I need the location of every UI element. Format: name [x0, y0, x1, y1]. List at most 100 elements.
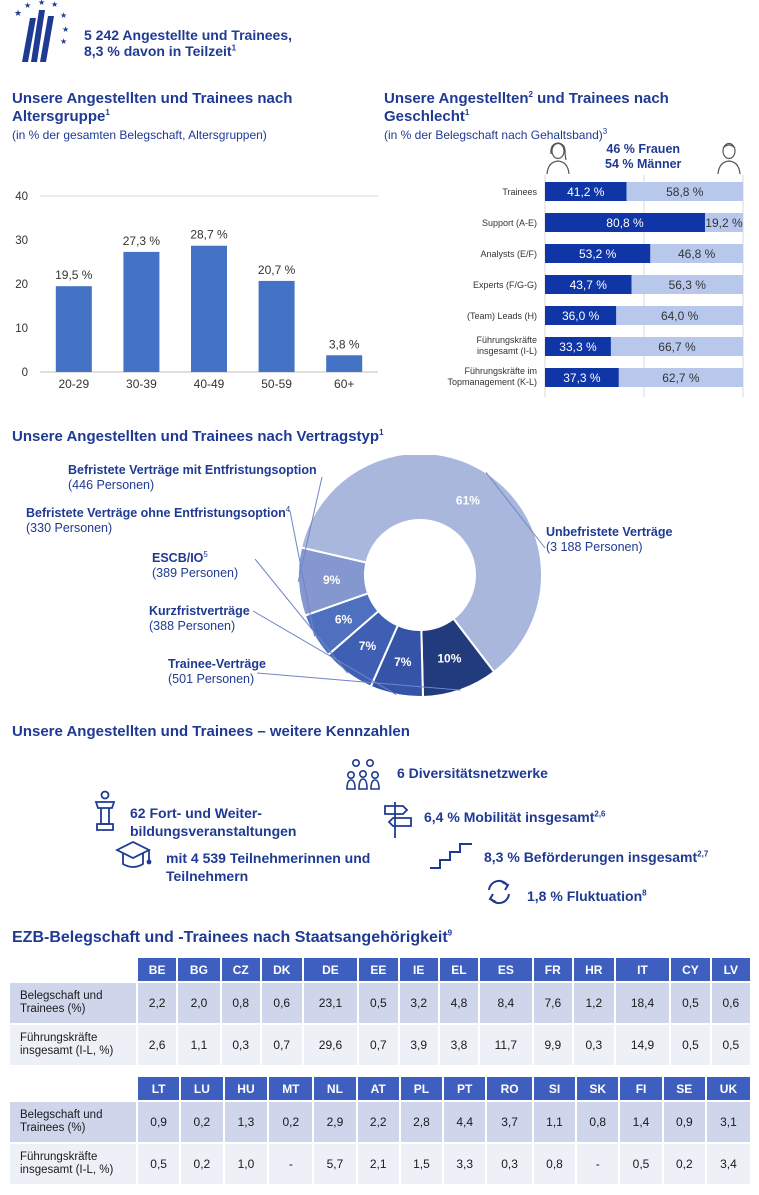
mgmt-value-cell: 0,3: [221, 1025, 260, 1065]
age-title-text: Unsere Angestellten und Trainees nach Al…: [12, 90, 293, 125]
row-label-staff: Belegschaft und Trainees (%): [10, 1102, 136, 1142]
contract-title: Unsere Angestellten und Trainees nach Ve…: [12, 428, 384, 446]
headline: 5 242 Angestellte und Trainees, 8,3 % da…: [84, 27, 292, 59]
gender-title-a: Unsere Angestellten: [384, 90, 529, 107]
salary-band-label: (Team) Leads (H): [467, 311, 537, 321]
staff-value-cell: 0,8: [221, 983, 260, 1023]
trophy-icon: [92, 790, 118, 837]
age-subtitle: (in % der gesamten Belegschaft, Altersgr…: [12, 128, 267, 142]
pie-label-trainee-detail: (501 Personen): [168, 672, 255, 686]
man-icon: [716, 140, 742, 179]
mgmt-value-cell: 3,3: [444, 1144, 486, 1184]
staff-value-cell: 0,5: [671, 983, 710, 1023]
donut-pct-label: 61%: [456, 494, 480, 508]
staff-value-cell: 0,2: [181, 1102, 223, 1142]
age-bar: [191, 245, 227, 372]
women-bar: [545, 213, 705, 232]
gender-subtitle-text: (in % der Belegschaft nach Gehaltsband): [384, 128, 603, 142]
country-header: FR: [533, 958, 572, 981]
mgmt-value-cell: 2,1: [357, 1144, 399, 1184]
leader-line: [252, 610, 397, 696]
gender-subtitle-sup: 3: [602, 127, 608, 136]
men-share: 54 % Männer: [605, 157, 682, 171]
salary-band-label: Führungskräfte: [476, 335, 537, 345]
men-bar: [650, 244, 743, 263]
men-bar: [610, 337, 743, 356]
salary-band-label: Support (A-E): [482, 218, 537, 228]
country-header: BE: [138, 958, 177, 981]
staff-value-cell: 0,6: [261, 983, 302, 1023]
corner-cell: [10, 958, 136, 981]
women-bar: [545, 337, 611, 356]
staff-value-cell: 2,2: [138, 983, 177, 1023]
women-bar: [545, 368, 619, 387]
age-category-label: 30-39: [126, 377, 157, 391]
donut-pct-label: 10%: [437, 651, 461, 665]
country-header: IE: [399, 958, 438, 981]
nationality-table-2: LT LU HU MT NL AT PL PT RO SI SK FI SE UK Belegschaft …: [8, 1075, 752, 1186]
kpi-participants: mit 4 539 Teilnehmerinnen und Teilnehmer…: [166, 849, 370, 885]
staff-value-cell: 1,4: [620, 1102, 662, 1142]
staff-value-cell: 1,2: [573, 983, 614, 1023]
country-header: CZ: [221, 958, 260, 981]
svg-text:★: ★: [60, 11, 67, 20]
nationality-title-text: EZB-Belegschaft und -Trainees nach Staat…: [12, 929, 448, 946]
staff-value-cell: 2,2: [357, 1102, 399, 1142]
kpi-training-line1: 62 Fort- und Weiter-: [130, 805, 262, 821]
mgmt-value-cell: 0,2: [181, 1144, 223, 1184]
svg-text:★: ★: [51, 0, 58, 9]
kpi-mobility: 6,4 % Mobilität insgesamt2,6: [424, 808, 606, 826]
men-bar: [626, 182, 743, 201]
men-value-label: 56,3 %: [669, 278, 707, 292]
pie-label-kurz-name: Kurzfristverträge: [149, 604, 250, 618]
corner-cell: [10, 1077, 136, 1100]
country-header: NL: [314, 1077, 356, 1100]
mgmt-value-cell: 1,5: [400, 1144, 443, 1184]
mgmt-value-cell: 0,8: [533, 1144, 576, 1184]
salary-band-label: insgesamt (I-L): [477, 346, 537, 356]
kpi-promotions: 8,3 % Beförderungen insgesamt2,7: [484, 848, 708, 866]
mgmt-value-cell: 5,7: [314, 1144, 356, 1184]
pie-label-ohne-sup: 4: [285, 504, 291, 514]
mgmt-value-cell: 0,7: [359, 1025, 398, 1065]
kpi-training-line2: bildungsveranstaltungen: [130, 823, 297, 839]
age-bar: [55, 286, 92, 372]
mgmt-value-cell: 0,5: [671, 1025, 710, 1065]
pie-label-escb-detail: (389 Personen): [152, 566, 239, 580]
pie-label-escb-name: ESCB/IO: [152, 551, 204, 565]
row-label-staff: Belegschaft und Trainees (%): [10, 983, 136, 1023]
mgmt-value-cell: 2,6: [138, 1025, 177, 1065]
men-value-label: 58,8 %: [666, 185, 704, 199]
mgmt-value-cell: 14,9: [615, 1025, 670, 1065]
donut-pct-label: 9%: [323, 573, 341, 587]
country-header: LU: [181, 1077, 223, 1100]
pie-label-escb-sup: 5: [203, 549, 208, 559]
mgmt-value-cell: 3,8: [439, 1025, 479, 1065]
age-bar: [258, 280, 295, 372]
y-tick-label: 40: [15, 191, 28, 203]
age-category-label: 20-29: [58, 377, 89, 391]
gender-title-sup1: 2: [528, 90, 533, 99]
staff-value-cell: 2,8: [400, 1102, 443, 1142]
pie-label-ohne-name: Befristete Verträge ohne Entfristungsopt…: [26, 506, 286, 520]
headline-line2: 8,3 % davon in Teilzeit: [84, 43, 232, 59]
staff-value-cell: 0,9: [138, 1102, 180, 1142]
leader-line: [289, 510, 316, 637]
staff-value-cell: 2,0: [178, 983, 220, 1023]
staff-value-cell: 2,9: [314, 1102, 356, 1142]
staff-value-cell: 0,8: [577, 1102, 619, 1142]
mgmt-value-cell: 0,3: [487, 1144, 532, 1184]
men-bar: [631, 275, 743, 294]
country-header: ES: [480, 958, 532, 981]
women-share: 46 % Frauen: [606, 142, 681, 156]
country-header: UK: [706, 1077, 750, 1100]
pie-label-mit-name: Befristete Verträge mit Entfristungsopti…: [68, 463, 317, 477]
pie-label-unbefristet: Unbefristete Verträge (3 188 Personen): [546, 525, 672, 555]
pie-label-ohne: Befristete Verträge ohne Entfristungsopt…: [26, 504, 291, 536]
staff-value-cell: 3,1: [706, 1102, 750, 1142]
kpi-training: 62 Fort- und Weiter- bildungsveranstaltu…: [130, 804, 296, 840]
y-tick-label: 20: [15, 279, 28, 291]
country-header: MT: [269, 1077, 313, 1100]
staff-value-cell: 7,6: [533, 983, 572, 1023]
staff-value-cell: 0,9: [663, 1102, 705, 1142]
